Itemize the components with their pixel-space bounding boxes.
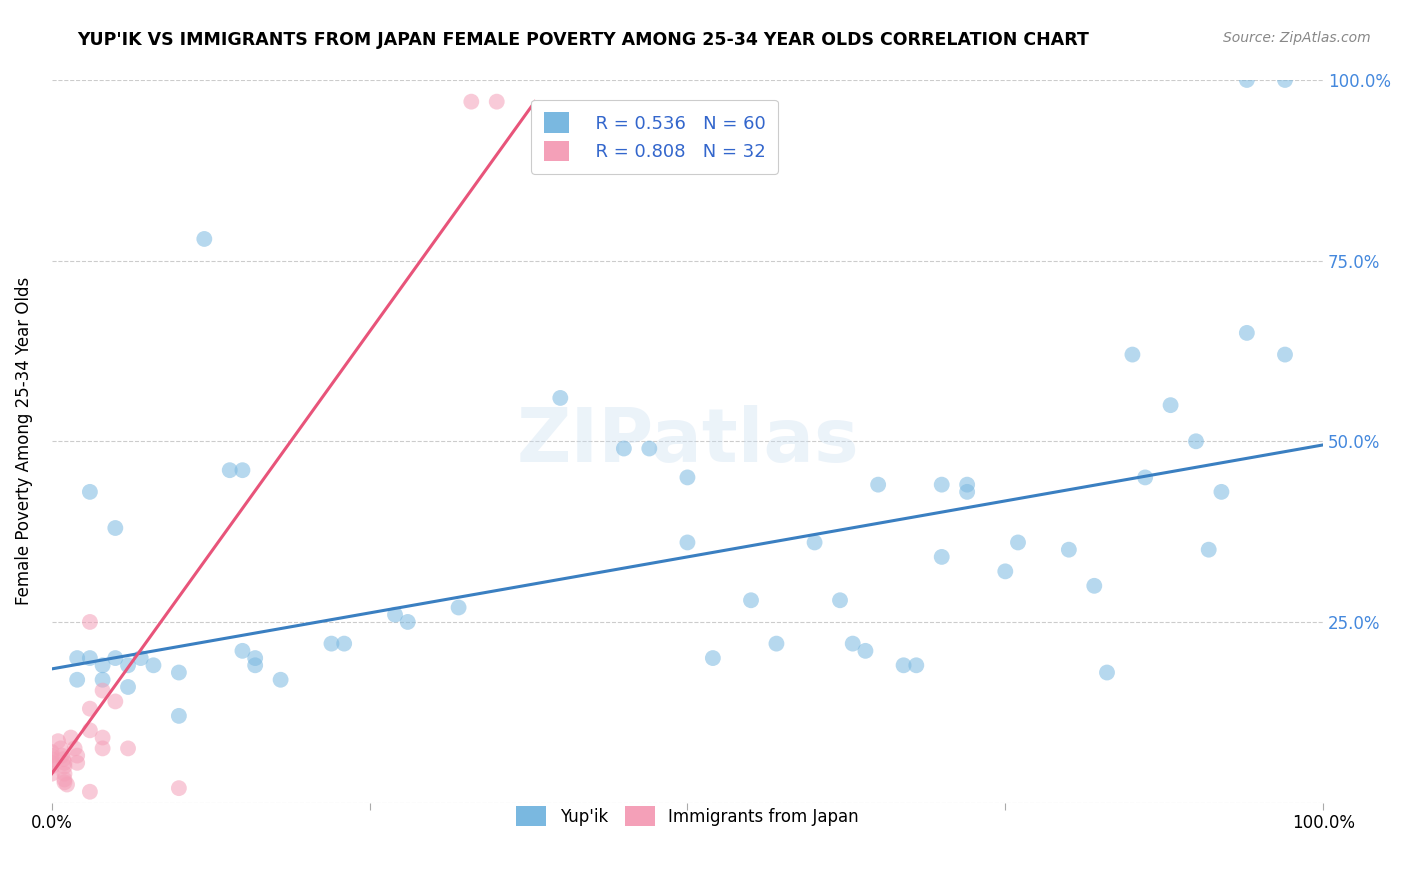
Point — [1121, 348, 1143, 362]
Point — [231, 463, 253, 477]
Legend: Yup'ik, Immigrants from Japan: Yup'ik, Immigrants from Japan — [508, 798, 868, 834]
Point — [447, 600, 470, 615]
Point — [66, 756, 89, 770]
Point — [460, 95, 482, 109]
Point — [218, 463, 240, 477]
Point — [53, 772, 76, 787]
Point — [79, 723, 101, 738]
Point — [243, 651, 266, 665]
Point — [66, 748, 89, 763]
Point — [142, 658, 165, 673]
Text: Source: ZipAtlas.com: Source: ZipAtlas.com — [1223, 31, 1371, 45]
Point — [53, 759, 76, 773]
Point — [893, 658, 915, 673]
Point — [41, 748, 63, 763]
Text: YUP'IK VS IMMIGRANTS FROM JAPAN FEMALE POVERTY AMONG 25-34 YEAR OLDS CORRELATION: YUP'IK VS IMMIGRANTS FROM JAPAN FEMALE P… — [77, 31, 1090, 49]
Point — [1236, 326, 1258, 340]
Point — [321, 637, 343, 651]
Point — [41, 745, 63, 759]
Point — [91, 658, 114, 673]
Point — [53, 775, 76, 789]
Point — [1160, 398, 1182, 412]
Point — [1211, 484, 1233, 499]
Y-axis label: Female Poverty Among 25-34 Year Olds: Female Poverty Among 25-34 Year Olds — [15, 277, 32, 606]
Point — [702, 651, 724, 665]
Point — [1007, 535, 1029, 549]
Point — [63, 741, 86, 756]
Point — [550, 391, 572, 405]
Point — [79, 785, 101, 799]
Point — [41, 759, 63, 773]
Point — [193, 232, 215, 246]
Point — [59, 731, 82, 745]
Point — [855, 644, 877, 658]
Point — [79, 651, 101, 665]
Point — [1057, 542, 1080, 557]
Point — [117, 658, 139, 673]
Point — [613, 442, 636, 456]
Point — [828, 593, 851, 607]
Point — [53, 756, 76, 770]
Point — [994, 565, 1017, 579]
Point — [485, 95, 508, 109]
Point — [740, 593, 762, 607]
Point — [676, 470, 699, 484]
Point — [803, 535, 825, 549]
Point — [46, 734, 69, 748]
Point — [676, 535, 699, 549]
Point — [91, 731, 114, 745]
Point — [905, 658, 928, 673]
Point — [956, 484, 979, 499]
Point — [49, 741, 72, 756]
Point — [1095, 665, 1118, 680]
Point — [396, 615, 419, 629]
Point — [1274, 73, 1296, 87]
Point — [91, 683, 114, 698]
Point — [167, 665, 190, 680]
Point — [1236, 73, 1258, 87]
Point — [243, 658, 266, 673]
Point — [638, 442, 661, 456]
Point — [51, 748, 73, 763]
Point — [117, 741, 139, 756]
Point — [868, 477, 890, 491]
Point — [66, 651, 89, 665]
Point — [931, 477, 953, 491]
Point — [52, 752, 75, 766]
Point — [41, 756, 63, 770]
Point — [79, 615, 101, 629]
Point — [841, 637, 863, 651]
Point — [56, 778, 79, 792]
Point — [104, 651, 127, 665]
Point — [41, 766, 63, 780]
Point — [1133, 470, 1156, 484]
Point — [270, 673, 292, 687]
Point — [104, 694, 127, 708]
Point — [931, 549, 953, 564]
Point — [1198, 542, 1220, 557]
Point — [91, 741, 114, 756]
Point — [79, 484, 101, 499]
Point — [91, 673, 114, 687]
Point — [41, 752, 63, 766]
Point — [333, 637, 356, 651]
Point — [167, 709, 190, 723]
Point — [956, 477, 979, 491]
Point — [104, 521, 127, 535]
Point — [1083, 579, 1105, 593]
Point — [1185, 434, 1208, 449]
Point — [765, 637, 787, 651]
Point — [66, 673, 89, 687]
Point — [384, 607, 406, 622]
Point — [117, 680, 139, 694]
Point — [231, 644, 253, 658]
Point — [167, 781, 190, 796]
Text: ZIPatlas: ZIPatlas — [516, 405, 859, 478]
Point — [1274, 348, 1296, 362]
Point — [53, 766, 76, 780]
Point — [79, 701, 101, 715]
Point — [129, 651, 152, 665]
